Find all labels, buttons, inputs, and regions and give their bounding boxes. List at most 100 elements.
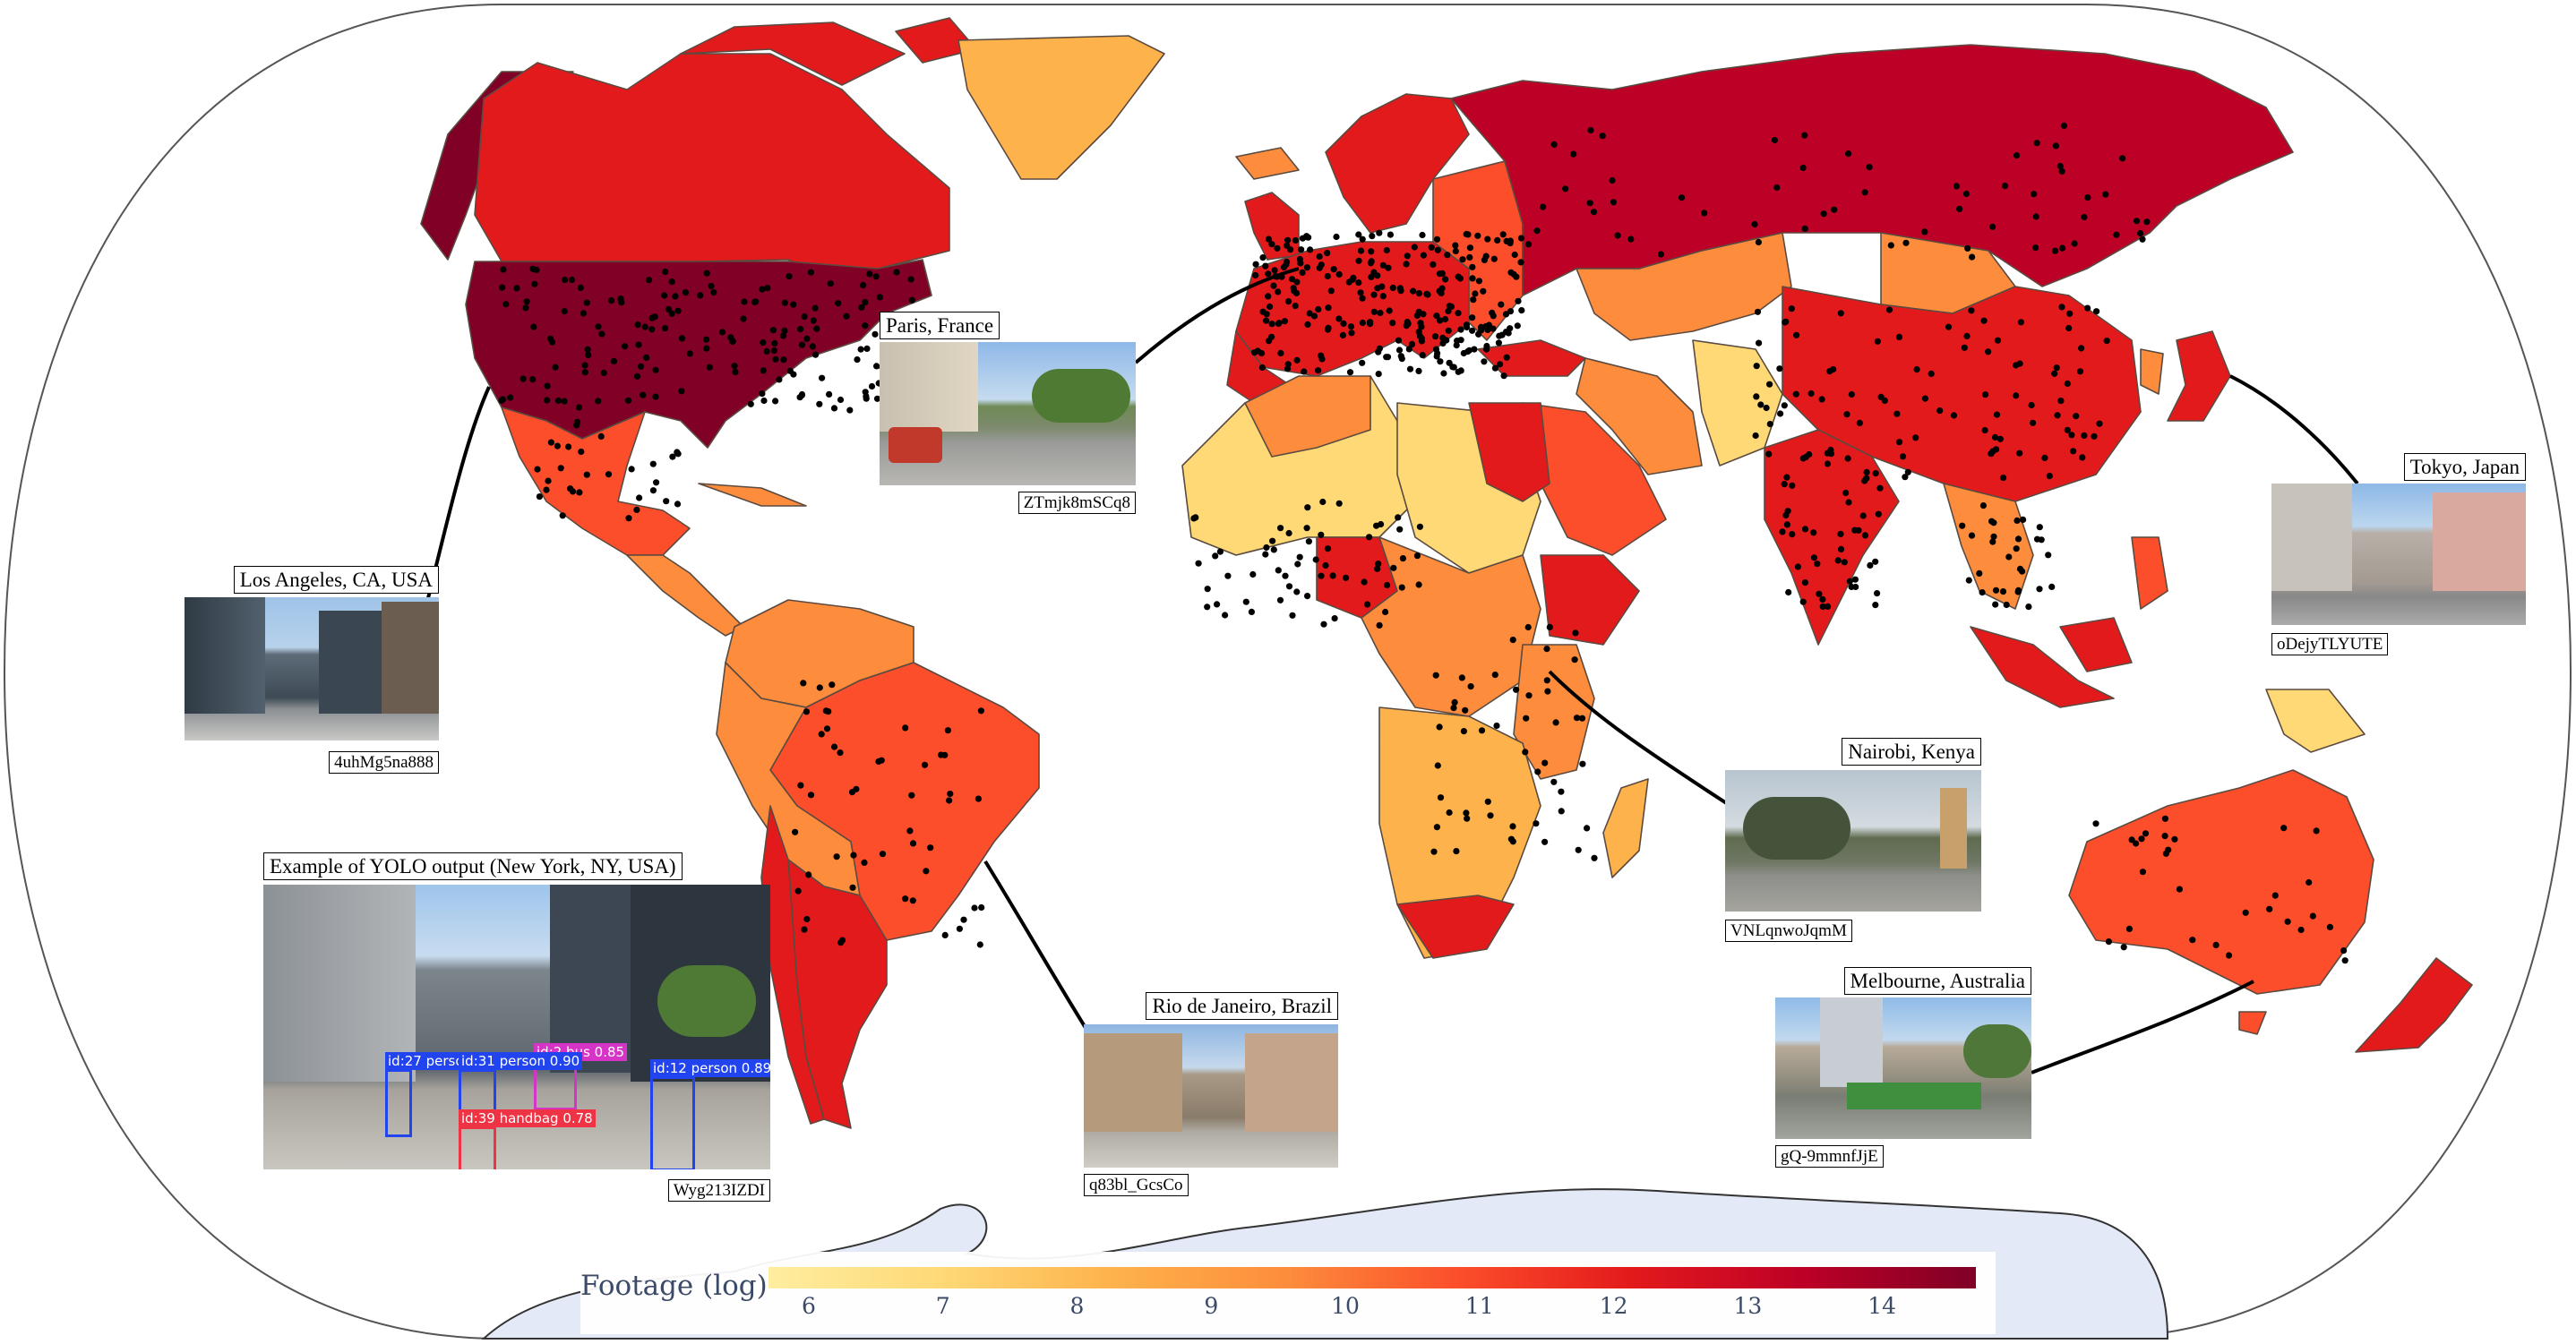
footage-point [703, 270, 710, 277]
footage-point [1411, 244, 1418, 251]
footage-point [2033, 140, 2040, 147]
footage-point [1872, 558, 1879, 565]
footage-point [577, 284, 584, 291]
footage-point [1562, 185, 1569, 193]
building [185, 597, 265, 714]
footage-point [2058, 244, 2066, 252]
footage-point [944, 727, 951, 734]
footage-point [554, 397, 562, 405]
footage-point [1784, 508, 1791, 515]
footage-point [1543, 646, 1550, 653]
footage-point [1214, 601, 1221, 608]
footage-point [2000, 475, 2007, 482]
footage-point [1491, 364, 1498, 372]
footage-point [1305, 234, 1312, 241]
footage-point [752, 298, 760, 305]
footage-point [2031, 191, 2038, 198]
footage-point [2014, 535, 2022, 543]
footage-point [1455, 310, 1462, 317]
footage-point [1415, 581, 1422, 588]
footage-point [697, 292, 704, 299]
footage-point [2016, 449, 2023, 457]
callout-label: Nairobi, Kenya [1842, 738, 1981, 766]
footage-point [798, 391, 805, 399]
footage-point [1375, 371, 1382, 378]
footage-point [1445, 307, 1452, 315]
footage-point [1301, 368, 1308, 375]
turkey [1477, 339, 1586, 377]
footage-point [1415, 290, 1422, 297]
footage-point [1462, 706, 1469, 714]
footage-point [1304, 504, 1311, 511]
footage-point [1339, 331, 1346, 338]
footage-point [1874, 590, 1881, 597]
detection-label: id:12 person 0.89 [650, 1059, 770, 1077]
footage-point [1945, 323, 1953, 330]
footage-point [1573, 715, 1581, 722]
footage-point [662, 268, 669, 276]
footage-point [1389, 284, 1396, 291]
footage-point [648, 314, 656, 321]
footage-point [1266, 338, 1273, 345]
footage-point [1507, 835, 1515, 843]
footage-point [1277, 349, 1284, 356]
footage-point [1513, 273, 1520, 280]
footage-point [1444, 252, 1451, 259]
footage-point [1472, 290, 1479, 297]
footage-point [661, 292, 668, 299]
footage-point [2046, 473, 2053, 480]
footage-point [1498, 301, 1505, 308]
footage-point [1368, 273, 1375, 280]
footage-point [678, 335, 686, 342]
footage-point [1359, 359, 1366, 366]
footage-point [2079, 454, 2086, 461]
footage-point [2084, 304, 2091, 312]
footage-point [810, 317, 817, 324]
footage-point [2133, 840, 2140, 847]
footage-point [908, 792, 915, 799]
footage-point [1783, 474, 1790, 481]
footage-point [1518, 307, 1525, 314]
video-id-label: VNLqnwoJqmM [1725, 920, 1852, 942]
footage-point [909, 840, 917, 847]
footage-point [2139, 235, 2146, 243]
footage-point [2084, 194, 2091, 201]
footage-point [1293, 356, 1301, 364]
footage-point [1282, 572, 1289, 579]
footage-point [1318, 355, 1326, 363]
footage-point [1262, 262, 1269, 270]
footage-point [848, 789, 856, 796]
footage-point [1752, 432, 1759, 440]
footage-point [1763, 404, 1770, 412]
footage-point [1270, 546, 1277, 553]
footage-point [727, 334, 734, 341]
south-africa [1396, 895, 1515, 959]
footage-point [1438, 270, 1446, 277]
footage-point [2326, 923, 2333, 930]
footage-point [597, 432, 605, 440]
footage-point [708, 282, 715, 290]
callout-los-angeles: Los Angeles, CA, USA 4uhMg5na888 [185, 566, 439, 774]
footage-point [1357, 247, 1365, 254]
footage-point [801, 926, 808, 933]
iran [1576, 357, 1703, 475]
footage-point [2078, 345, 2085, 352]
footage-point [1480, 287, 1487, 295]
footage-point [1807, 390, 1815, 398]
footage-point [829, 681, 836, 689]
footage-point [531, 280, 538, 287]
footage-point [2028, 401, 2035, 409]
footage-point [740, 315, 747, 322]
footage-point [547, 439, 555, 446]
footage-point [674, 307, 682, 314]
cuba [698, 483, 807, 507]
footage-point [835, 300, 842, 307]
footage-point [1370, 291, 1378, 298]
footage-point [861, 859, 868, 867]
footage-point [2068, 432, 2075, 439]
footage-point [2073, 413, 2080, 420]
footage-point [797, 326, 804, 333]
footage-point [1895, 439, 1903, 446]
footage-point [1509, 637, 1516, 644]
footage-point [1590, 209, 1598, 216]
